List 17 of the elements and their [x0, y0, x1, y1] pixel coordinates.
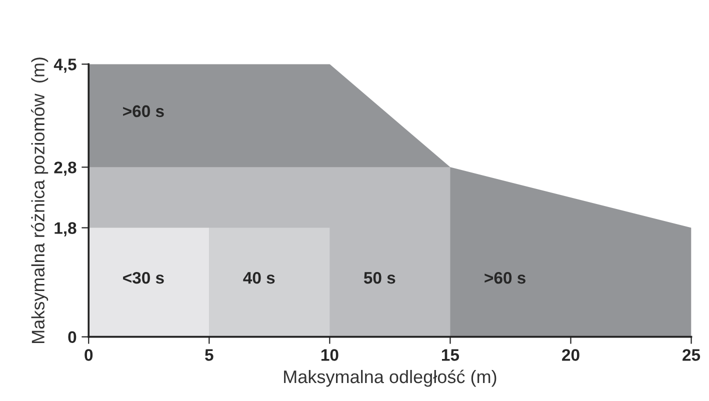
series-label: 50 s: [364, 272, 396, 284]
x-tick-label: 20: [562, 349, 580, 361]
text: >60 s: [484, 272, 526, 284]
y-tick-label: 4,5: [54, 58, 76, 73]
series-label: <30 s: [123, 272, 164, 284]
x-tick-label: 0: [84, 349, 93, 361]
y-tick-label: 2,8: [54, 162, 76, 176]
x-tick-label: 15: [442, 349, 460, 361]
x-axis-title: Maksymalna odległość (m): [284, 370, 496, 387]
x-tick-label: 10: [321, 349, 338, 361]
y-axis-title: Maksymalna różnica poziomów (m): [31, 58, 48, 343]
x-tick-label: 5: [205, 349, 214, 361]
x-tick-label: 25: [682, 349, 700, 361]
y-tick-label: 0: [68, 331, 76, 344]
series-label: 40 s: [243, 272, 275, 284]
y-tick-label: 1,8: [54, 222, 76, 236]
series-label: >60 s: [123, 105, 164, 118]
